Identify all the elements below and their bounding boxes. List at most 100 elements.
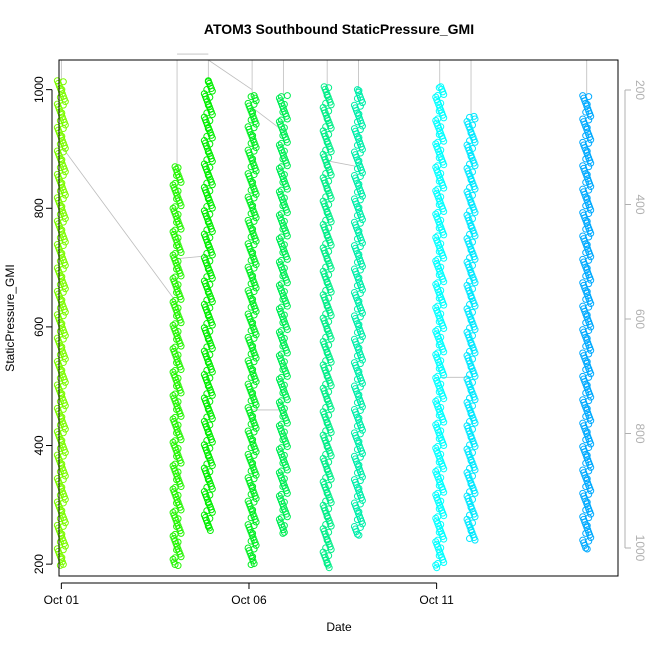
data-point [59,218,67,226]
data-point [582,132,590,140]
y-tick-label: 800 [32,198,46,218]
data-point [61,98,69,106]
data-point [174,304,182,312]
data-point [437,497,445,505]
data-point [280,381,288,389]
data-point [56,281,64,289]
data-point [252,495,260,503]
data-point [204,242,212,250]
data-point [204,218,212,226]
data-point [437,240,445,248]
data-point [277,210,285,218]
data-point [56,538,64,546]
data-point [471,302,479,310]
data-point [208,345,216,353]
data-point [434,442,442,450]
data-point [585,537,593,545]
data-point [250,217,258,225]
data-point [56,398,64,406]
data-point [434,396,442,404]
data-point [204,429,212,437]
data-point [204,195,212,203]
data-point [61,449,69,457]
series-column [463,112,479,544]
data-point [56,234,64,242]
data-point [434,138,442,146]
data-point [59,335,67,343]
data-point [208,134,216,142]
data-point [171,250,179,258]
data-point [585,467,593,475]
data-point [587,183,595,191]
data-point [204,522,212,530]
data-point [585,256,593,264]
data-point [587,276,595,284]
data-point [247,350,255,358]
data-point [204,125,212,133]
data-point [252,424,260,432]
data-point [280,147,288,155]
data-point [61,495,69,503]
data-point [358,192,366,200]
data-point [280,451,288,459]
data-point [323,466,331,474]
data-point [208,87,216,95]
data-point [582,108,590,116]
data-point [358,169,366,177]
data-point [585,116,593,124]
data-point [467,527,475,535]
data-point [208,368,216,376]
data-point [327,288,335,296]
data-point [59,560,67,568]
data-point [327,241,335,249]
data-point [323,91,331,99]
data-point [353,258,361,266]
data-point [174,562,182,570]
data-point [56,117,64,125]
data-point [61,378,69,386]
data-point [247,256,255,264]
data-point [582,412,590,420]
data-point [323,162,331,170]
data-point [252,471,260,479]
data-point [208,485,216,493]
data-point [208,462,216,470]
data-point [204,382,212,390]
data-point [279,529,287,537]
data-point [250,334,258,342]
data-point [327,475,335,483]
data-point [247,397,255,405]
data-point [358,356,366,364]
data-point [467,152,475,160]
data-point [356,360,364,368]
data-point [356,406,364,414]
data-point [252,378,260,386]
data-point [56,93,64,101]
data-point [323,559,331,567]
data-point [587,346,595,354]
y-axis: 200 400 600 800 1000 [32,76,53,574]
data-point [582,178,590,186]
data-point [280,522,288,530]
data-point [277,303,285,311]
data-point [174,421,182,429]
data-point [61,402,69,410]
data-point [252,541,260,549]
data-point [204,78,212,86]
data-point [434,489,442,497]
data-point [171,507,179,515]
data-point [353,445,361,453]
data-point [358,473,366,481]
data-point [171,413,179,421]
data-point [204,101,212,109]
plot-border [58,59,619,577]
data-point [204,265,212,273]
trajectory-line [61,145,178,304]
data-point [61,472,69,480]
data-point [252,144,260,152]
data-point [250,171,258,179]
data-point [353,469,361,477]
trajectory-line [327,160,359,168]
y-tick-label: 400 [32,435,46,455]
data-point [358,426,366,434]
